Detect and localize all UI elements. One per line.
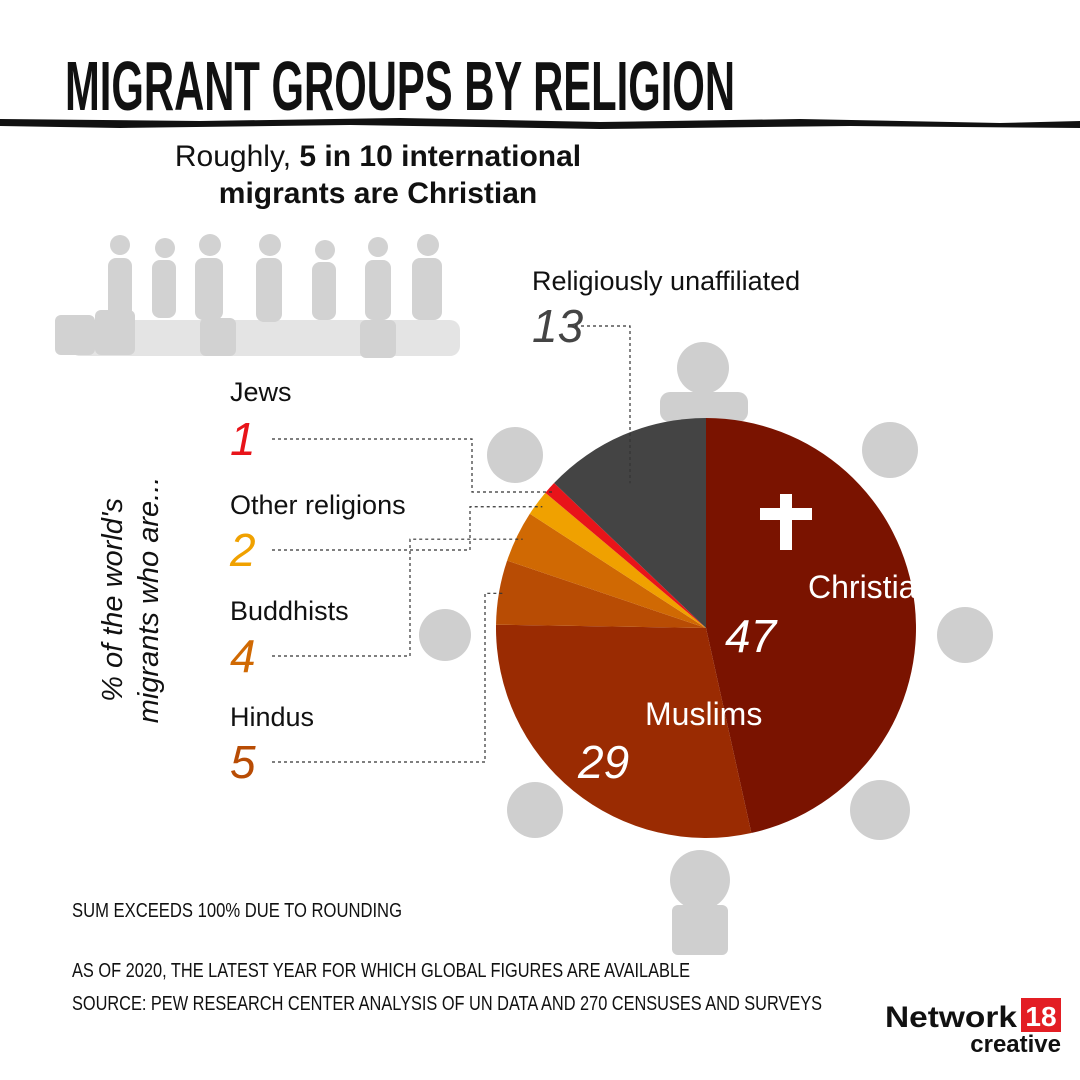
pie-slice bbox=[507, 513, 706, 628]
pie-slice bbox=[529, 492, 706, 628]
category-label: Jews bbox=[230, 377, 292, 407]
category-label: Other religions bbox=[230, 490, 406, 520]
category-label: Religiously unaffiliated bbox=[532, 266, 800, 296]
subtitle-line: Roughly, 5 in 10 international bbox=[175, 140, 581, 173]
category-label: Hindus bbox=[230, 702, 314, 732]
value-label: 1 bbox=[230, 413, 256, 465]
value-label: 13 bbox=[532, 300, 584, 352]
title-rule bbox=[0, 118, 1080, 129]
value-label: 47 bbox=[725, 610, 778, 662]
pie bbox=[495, 418, 916, 838]
value-label: 29 bbox=[577, 736, 629, 788]
leader-line bbox=[272, 506, 543, 551]
pie-slice bbox=[495, 624, 752, 838]
subtitle-emphasis: 5 in 10 international bbox=[299, 140, 581, 173]
source: SOURCE: PEW RESEARCH CENTER ANALYSIS OF … bbox=[72, 993, 822, 1015]
religious-figures bbox=[419, 342, 993, 955]
axis-label: % of the world's bbox=[97, 498, 129, 702]
subtitle-line: migrants are Christian bbox=[219, 177, 537, 210]
pie-slice bbox=[545, 483, 706, 628]
category-label: Muslims bbox=[645, 696, 762, 732]
pie-slice bbox=[496, 560, 706, 628]
title: MIGRANT GROUPS BY RELIGION bbox=[65, 47, 735, 125]
pie-slice bbox=[554, 418, 706, 628]
note: SUM EXCEEDS 100% DUE TO ROUNDING bbox=[72, 900, 402, 922]
note: AS OF 2020, THE LATEST YEAR FOR WHICH GL… bbox=[72, 960, 690, 982]
migrant-silhouettes bbox=[55, 234, 460, 358]
pie-slice bbox=[706, 418, 916, 834]
subtitle-text: Roughly, bbox=[175, 140, 300, 173]
leader-line bbox=[575, 325, 631, 484]
value-label: 5 bbox=[230, 736, 256, 788]
leader-line bbox=[272, 538, 523, 657]
leader-line bbox=[272, 592, 506, 763]
logo-tag: creative bbox=[970, 1031, 1061, 1058]
logo-name: Network bbox=[885, 1001, 1017, 1034]
logo-box bbox=[1021, 998, 1061, 1032]
category-label: Christians bbox=[808, 569, 950, 605]
value-label: 4 bbox=[230, 630, 256, 682]
leader-line bbox=[272, 438, 555, 493]
category-label: Buddhists bbox=[230, 596, 349, 626]
logo-number: 18 bbox=[1025, 1001, 1056, 1032]
axis-label: migrants who are... bbox=[133, 477, 165, 724]
value-label: 2 bbox=[229, 524, 256, 576]
cross-icon bbox=[760, 494, 812, 550]
